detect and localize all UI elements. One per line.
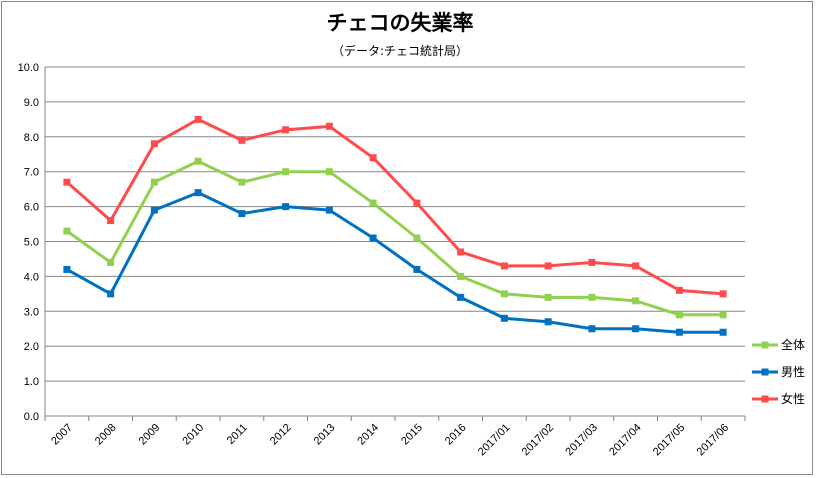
x-tick-label: 2011: [225, 422, 250, 447]
data-point: [107, 290, 115, 298]
data-point: [544, 293, 552, 301]
y-tick-label: 4.0: [24, 271, 39, 283]
data-point: [282, 168, 290, 176]
legend-label: 全体: [781, 337, 805, 352]
series-line: [66, 159, 724, 317]
x-tick-label: 2017/06: [695, 422, 732, 459]
y-tick-label: 1.0: [24, 376, 39, 388]
data-point: [150, 206, 158, 214]
series-line: [66, 191, 724, 334]
y-tick-label: 7.0: [24, 167, 39, 179]
chart-title: チェコの失業率: [327, 11, 474, 35]
data-point: [369, 154, 377, 162]
data-point: [194, 115, 202, 123]
axes: [44, 67, 746, 421]
x-tick-label: 2007: [49, 422, 75, 448]
legend-marker: [761, 341, 769, 349]
x-tick-label: 2017/02: [520, 422, 557, 459]
data-point: [238, 210, 246, 218]
data-point: [632, 325, 640, 333]
series-line: [65, 117, 724, 296]
x-tick-label: 2017/03: [563, 422, 600, 459]
data-point: [544, 318, 552, 326]
data-point: [194, 157, 202, 165]
data-point: [588, 325, 596, 333]
data-point: [544, 262, 552, 270]
data-point: [413, 234, 421, 242]
data-point: [63, 265, 71, 273]
legend-marker: [761, 368, 769, 376]
data-point: [413, 199, 421, 207]
data-point: [675, 328, 683, 336]
data-point: [369, 234, 377, 242]
y-tick-label: 2.0: [24, 341, 39, 353]
data-point: [457, 293, 465, 301]
data-point: [282, 203, 290, 211]
x-tick-label: 2014: [355, 422, 381, 448]
x-tick-label: 2017/01: [476, 422, 513, 459]
data-point: [588, 258, 596, 266]
data-point: [63, 178, 71, 186]
x-tick-label: 2010: [180, 422, 206, 448]
x-tick-labels: 2007 2008 2009 2010 2011 2012 2013 2014 2015 2016…: [49, 422, 731, 459]
legend-label: 女性: [781, 391, 805, 406]
y-tick-label: 8.0: [24, 132, 39, 144]
x-tick-label: 2016: [443, 422, 469, 448]
data-point: [632, 297, 640, 305]
data-point: [107, 258, 115, 266]
data-point: [282, 126, 290, 134]
data-point: [457, 272, 465, 280]
x-tick-label: 2017/05: [651, 422, 688, 459]
data-point: [588, 293, 596, 301]
data-point: [719, 311, 727, 319]
y-tick-label: 3.0: [24, 306, 39, 318]
data-point: [107, 217, 115, 225]
series-lines: [63, 115, 727, 336]
legend-marker: [761, 395, 769, 403]
data-point: [675, 286, 683, 294]
data-point: [632, 262, 640, 270]
y-tick-label: 10.0: [18, 62, 39, 74]
x-tick-label: 2013: [312, 422, 338, 448]
y-tick-label: 9.0: [24, 97, 39, 109]
data-point: [500, 314, 508, 322]
data-point: [413, 265, 421, 273]
data-point: [194, 189, 202, 197]
legend-label: 男性: [781, 365, 805, 379]
x-tick-label: 2017/04: [607, 422, 644, 459]
data-point: [500, 290, 508, 298]
x-tick-label: 2008: [93, 422, 119, 448]
data-point: [457, 248, 465, 256]
x-tick-label: 2012: [268, 422, 294, 448]
data-point: [369, 199, 377, 207]
data-point: [325, 122, 333, 130]
y-tick-label: 6.0: [24, 202, 39, 214]
data-point: [675, 311, 683, 319]
data-point: [325, 206, 333, 214]
data-point: [238, 136, 246, 144]
data-point: [325, 168, 333, 176]
data-point: [500, 262, 508, 270]
data-point: [719, 328, 727, 336]
data-point: [150, 140, 158, 148]
y-tick-label: 0.0: [24, 411, 39, 423]
y-tick-label: 5.0: [24, 237, 39, 249]
grid-lines: [45, 66, 745, 382]
x-tick-label: 2015: [399, 422, 425, 448]
chart-subtitle: （データ:チェコ統計局）: [332, 43, 468, 58]
data-point: [150, 178, 158, 186]
x-tick-label: 2009: [137, 422, 163, 448]
data-point: [63, 227, 71, 235]
y-tick-labels: 0.0 1.0 2.0 3.0 4.0 5.0 6.0 7.0 8.0 9.0 10.0: [18, 62, 39, 423]
data-point: [238, 178, 246, 186]
data-point: [719, 290, 727, 298]
